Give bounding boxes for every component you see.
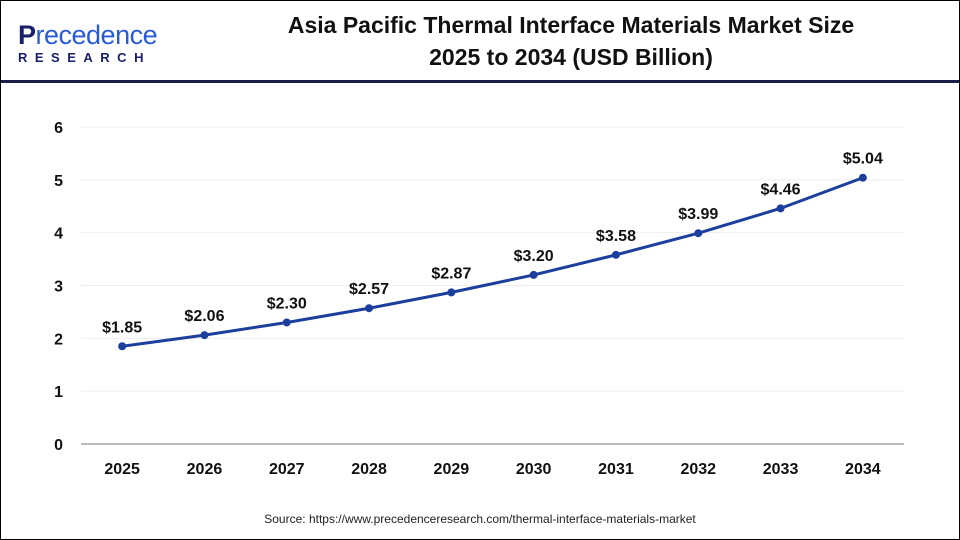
y-tick-label: 2	[54, 331, 63, 348]
source-note: Source: https://www.precedenceresearch.c…	[264, 512, 696, 526]
data-label: $3.99	[678, 206, 718, 223]
chart-title-line2: 2025 to 2034 (USD Billion)	[429, 44, 713, 70]
x-tick-label: 2027	[269, 461, 305, 478]
x-tick-label: 2030	[516, 461, 552, 478]
data-point	[365, 304, 374, 313]
data-point	[447, 288, 456, 297]
y-tick-label: 0	[54, 437, 63, 454]
logo-subtitle: RESEARCH	[18, 50, 151, 65]
x-tick-label: 2032	[680, 461, 716, 478]
y-tick-label: 3	[54, 279, 63, 296]
x-tick-label: 2026	[187, 461, 223, 478]
data-label: $2.57	[349, 281, 389, 298]
data-point	[611, 250, 620, 259]
y-tick-label: 4	[54, 226, 63, 243]
data-label: $4.46	[761, 181, 801, 198]
y-tick-label: 1	[54, 384, 63, 401]
data-point	[694, 229, 703, 238]
data-label: $2.87	[431, 265, 471, 282]
header: Precedence RESEARCH Asia Pacific Thermal…	[1, 1, 959, 83]
chart-title-line1: Asia Pacific Thermal Interface Materials…	[287, 12, 855, 38]
data-label: $3.58	[596, 228, 636, 245]
series-line	[121, 176, 864, 348]
data-point	[118, 342, 127, 351]
y-tick-label: 5	[54, 173, 63, 190]
y-tick-label: 6	[54, 120, 63, 137]
data-label: $1.85	[102, 319, 142, 336]
data-point	[282, 318, 291, 327]
x-tick-label: 2025	[104, 461, 140, 478]
data-point	[776, 204, 785, 213]
logo-wordmark: Precedence	[18, 20, 158, 50]
chart-title: Asia Pacific Thermal Interface Materials…	[201, 9, 941, 73]
data-point	[529, 270, 538, 279]
precedence-research-logo: Precedence RESEARCH	[18, 20, 158, 65]
data-label: $2.30	[267, 295, 307, 312]
x-tick-label: 2029	[434, 461, 470, 478]
x-tick-label: 2028	[351, 461, 387, 478]
data-point	[858, 173, 867, 182]
x-tick-label: 2031	[598, 461, 634, 478]
data-label: $5.04	[843, 151, 883, 168]
data-point	[200, 331, 209, 340]
data-label: $3.20	[514, 248, 554, 265]
x-tick-label: 2033	[763, 461, 799, 478]
x-tick-label: 2034	[845, 461, 881, 478]
data-label: $2.06	[184, 308, 224, 325]
